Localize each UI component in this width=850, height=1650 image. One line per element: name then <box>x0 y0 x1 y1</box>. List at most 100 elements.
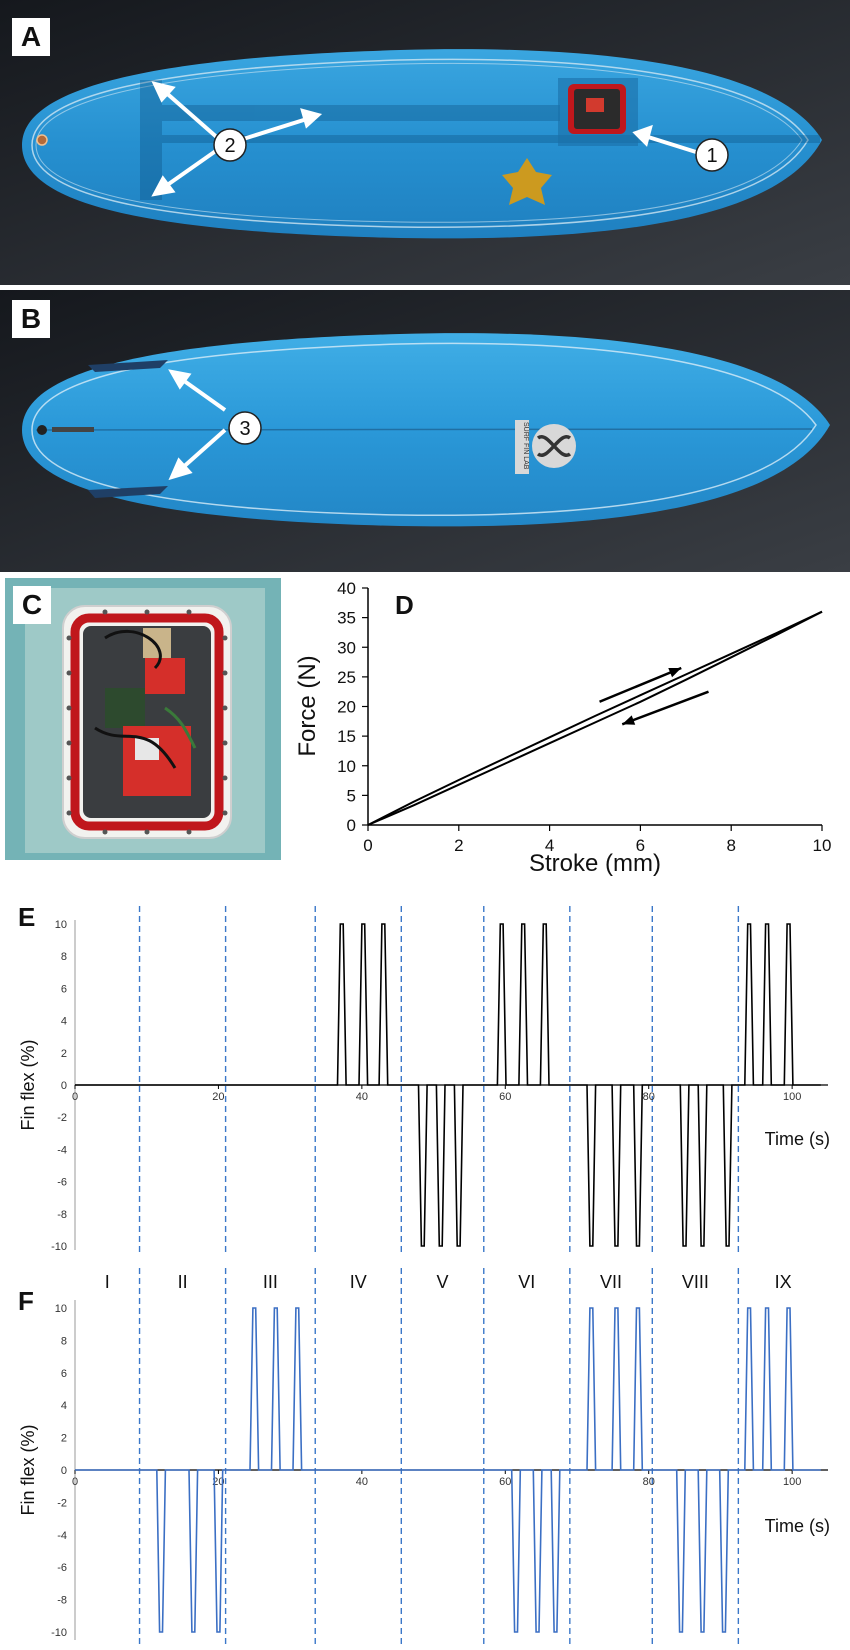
chart-f-region-label: III <box>263 1272 278 1292</box>
chartE-x-tick-label: 20 <box>212 1091 224 1103</box>
panel-c-photo: C <box>5 578 281 860</box>
chart-d-x-tick-label: 6 <box>636 836 645 855</box>
panel-a-photo: 2 1 A <box>0 0 850 285</box>
chart-f-region-label: VII <box>600 1272 622 1292</box>
chartF-y-tick-label: 10 <box>55 1303 67 1315</box>
fin-upper <box>88 360 168 372</box>
chartE-y-tick-label: -2 <box>57 1112 67 1124</box>
chart-d-direction-arrow-1 <box>599 666 682 703</box>
star-sticker <box>502 158 552 205</box>
chart-d-x-tick-label: 10 <box>813 836 832 855</box>
chartE-y-tick-label: -4 <box>57 1144 67 1156</box>
chartE-x-tick-label: 80 <box>643 1091 655 1103</box>
callout-3: 3 <box>228 411 262 445</box>
chartF-y-tick-label: 0 <box>61 1465 67 1477</box>
chart-d-y-tick-label: 5 <box>347 786 356 805</box>
callout-1: 1 <box>695 138 729 172</box>
chart-d-y-tick-label: 35 <box>337 609 356 628</box>
chart-d-y-label: Force (N) <box>294 655 321 756</box>
chart-f-region-label: IX <box>775 1272 792 1292</box>
chart-d-y-tick-label: 0 <box>347 816 356 835</box>
chartF-x-tick-label: 80 <box>643 1476 655 1488</box>
chart-f-series-line <box>75 1307 821 1633</box>
callout-1-label: 1 <box>706 145 717 167</box>
logo-text: SURF FIN LAB <box>522 422 529 470</box>
chart-e: E 0 20 40 60 80 100 -10 -8 -6 -4 -2 0 2 4 6 8 10 Time (… <box>18 902 830 1254</box>
chart-d-panel-letter: D <box>395 590 414 620</box>
chart-f-x-label: Time (s) <box>765 1516 830 1536</box>
chart-d-x-label: Stroke (mm) <box>529 850 661 877</box>
panel-b-letter: B <box>12 300 50 338</box>
chart-e-y-label: Fin flex (%) <box>18 1039 38 1130</box>
chartE-y-tick-label: 2 <box>61 1048 67 1060</box>
chart-f-region-label: IV <box>350 1272 367 1292</box>
chartF-y-tick-label: -6 <box>57 1562 67 1574</box>
surfboard-top-figure: 2 1 <box>0 0 850 285</box>
chartF-y-tick-label: 4 <box>61 1400 67 1412</box>
chartF-x-tick-label: 100 <box>783 1476 801 1488</box>
chart-d-x-tick-label: 2 <box>454 836 463 855</box>
chartE-x-tick-label: 40 <box>356 1091 368 1103</box>
chartF-y-tick-label: -8 <box>57 1595 67 1607</box>
chart-d-y-tick-label: 10 <box>337 757 356 776</box>
chart-d-x-tick-label: 4 <box>545 836 554 855</box>
chartF-y-tick-label: -4 <box>57 1530 67 1542</box>
chart-d: D 0 2 4 6 8 10 0 5 10 15 20 25 30 35 40 Stroke (mm) F… <box>294 579 832 877</box>
chart-f-region-label: VIII <box>682 1272 709 1292</box>
chartE-y-tick-label: 4 <box>61 1016 67 1028</box>
chartE-y-tick-label: 0 <box>61 1080 67 1092</box>
chartE-x-tick-label: 0 <box>72 1091 78 1103</box>
chart-f-region-label: II <box>178 1272 188 1292</box>
chart-d-series-2 <box>367 610 823 826</box>
chart-f: F I II III IV V VI VII VIII IX 0 20 40 60 80 100 -10-… <box>18 1268 830 1646</box>
callout-arrow-1 <box>632 124 697 154</box>
chart-e-panel-letter: E <box>18 902 35 932</box>
chartF-y-tick-label: 2 <box>61 1433 67 1445</box>
chart-f-panel-letter: F <box>18 1286 34 1316</box>
chartF-x-tick-label: 20 <box>212 1476 224 1488</box>
chartF-y-tick-label: 6 <box>61 1368 67 1380</box>
callout-arrows-3 <box>168 369 227 481</box>
chart-f-region-label: V <box>437 1272 449 1292</box>
chart-d-y-tick-label: 25 <box>337 668 356 687</box>
enclosure-gasket <box>70 613 224 831</box>
chart-f-y-label: Fin flex (%) <box>18 1424 38 1515</box>
panel-a-letter: A <box>12 18 50 56</box>
leash-plug <box>36 134 48 146</box>
chartF-y-tick-label: -10 <box>51 1627 67 1639</box>
chart-d-series-1 <box>367 610 823 826</box>
surfboard-bottom-figure: SURF FIN LAB 3 <box>0 290 850 572</box>
chart-e-series-line <box>75 923 821 1247</box>
chart-e-x-label: Time (s) <box>765 1129 830 1149</box>
chart-d-y-tick-label: 40 <box>337 579 356 598</box>
chart-d-x-tick-label: 8 <box>726 836 735 855</box>
callout-3-label: 3 <box>239 418 250 440</box>
chartE-y-tick-label: -6 <box>57 1177 67 1189</box>
callout-arrows-2 <box>151 81 323 197</box>
chartF-x-tick-label: 60 <box>499 1476 511 1488</box>
fin-lower <box>88 486 168 498</box>
chartE-x-tick-label: 60 <box>499 1091 511 1103</box>
chart-d-y-tick-label: 20 <box>337 698 356 717</box>
chartF-y-tick-label: -2 <box>57 1497 67 1509</box>
chart-f-region-label: VI <box>518 1272 535 1292</box>
stringer <box>35 428 813 431</box>
leash-plug-bottom <box>37 425 47 435</box>
chartE-y-tick-label: 8 <box>61 951 67 963</box>
panel-c-letter: C <box>13 586 51 624</box>
fin-box <box>52 427 94 432</box>
chartF-x-tick-label: 40 <box>356 1476 368 1488</box>
logo-sticker: SURF FIN LAB <box>515 420 576 474</box>
chart-d-x-tick-label: 0 <box>363 836 372 855</box>
callout-2: 2 <box>213 128 247 162</box>
chartE-y-tick-label: 6 <box>61 983 67 995</box>
panel-b-photo: SURF FIN LAB 3 B <box>0 290 850 572</box>
chart-d-y-tick-label: 15 <box>337 727 356 746</box>
sensor-strips <box>140 80 820 200</box>
chartF-x-tick-label: 0 <box>72 1476 78 1488</box>
electronics-enclosure-figure <box>5 578 281 860</box>
chartE-y-tick-label: 10 <box>55 919 67 931</box>
callout-2-label: 2 <box>224 135 235 157</box>
chartE-x-tick-label: 100 <box>783 1091 801 1103</box>
surfboard-rail-line <box>31 58 809 229</box>
